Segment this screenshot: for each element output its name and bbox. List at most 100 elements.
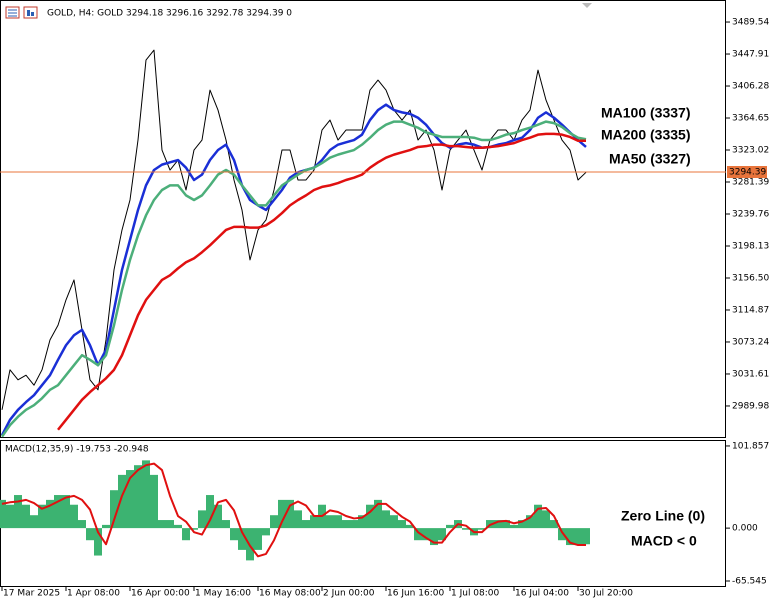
histogram-bar <box>126 470 134 529</box>
series-line <box>0 120 587 438</box>
histogram-bar <box>502 520 510 529</box>
y-tick-label: 3114.87 <box>732 305 769 315</box>
x-tick-label: 1 Jul 08:00 <box>451 589 500 599</box>
histogram-bar <box>542 510 550 529</box>
histogram-bar <box>518 520 526 529</box>
histogram-bar <box>534 504 542 529</box>
histogram-bar <box>38 504 46 529</box>
series-line <box>1 49 587 410</box>
histogram-bar <box>30 515 38 529</box>
histogram-bar <box>238 528 246 550</box>
histogram-bar <box>158 520 166 529</box>
shift-marker[interactable] <box>582 3 592 8</box>
x-tick-label: 16 Jun 16:00 <box>387 589 444 599</box>
current-price-label: 3294.39 <box>729 168 766 178</box>
histogram-bar <box>118 474 126 529</box>
histogram-bar <box>494 520 502 529</box>
histogram-bar <box>326 515 334 529</box>
histogram-bar <box>6 504 14 529</box>
y-tick-label: 3281.39 <box>732 178 769 188</box>
histogram-bar <box>446 524 454 529</box>
histogram-bar <box>294 510 302 529</box>
icon-bar <box>31 12 34 16</box>
histogram-bar <box>302 520 310 529</box>
histogram-bar <box>358 515 366 529</box>
y-tick-label: 3198.13 <box>732 241 769 251</box>
y-tick-label: 101.857 <box>732 441 769 451</box>
histogram-bar <box>438 528 446 541</box>
histogram-bar <box>190 528 198 530</box>
annotation: Zero Line (0) <box>621 508 705 524</box>
histogram-bar <box>558 528 566 541</box>
icon-bar <box>27 10 30 16</box>
histogram-bar <box>366 504 374 529</box>
signal-line <box>1 462 586 558</box>
histogram-bar <box>510 524 518 529</box>
histogram-bar <box>198 510 206 529</box>
histogram-bar <box>134 465 142 529</box>
histogram-bar <box>278 499 286 529</box>
annotation: MA100 (3337) <box>601 105 691 121</box>
histogram-bar <box>350 520 358 529</box>
histogram-bar <box>62 495 70 529</box>
toolbar-icons[interactable] <box>5 6 38 19</box>
histogram-bar <box>0 499 6 529</box>
histogram-bar <box>334 515 342 529</box>
histogram-bar <box>206 495 214 529</box>
histogram-bar <box>222 520 230 529</box>
histogram-bar <box>94 528 102 556</box>
histogram-bar <box>46 499 54 529</box>
histogram-bar <box>166 520 174 529</box>
annotation: MACD < 0 <box>631 533 697 549</box>
chart-header: GOLD, H4: GOLD 3294.18 3296.16 3292.78 3… <box>47 9 292 19</box>
histogram-bar <box>526 515 534 529</box>
histogram-bar <box>182 528 190 541</box>
y-tick-label: -65.545 <box>732 576 767 586</box>
histogram-bar <box>374 499 382 529</box>
histogram-bar <box>430 528 438 546</box>
histogram-bar <box>110 490 118 529</box>
histogram-bar <box>254 528 262 550</box>
histogram-bar <box>262 528 270 536</box>
y-tick-label: 3156.50 <box>732 273 769 283</box>
histogram-bar <box>406 524 414 529</box>
histogram-bar <box>382 510 390 529</box>
icon-chart[interactable] <box>23 6 38 19</box>
y-tick-label: 3447.91 <box>732 50 769 60</box>
x-tick-label: 17 Mar 2025 <box>3 589 60 599</box>
y-tick-label: 3406.28 <box>732 82 769 92</box>
y-tick-label: 3323.02 <box>732 146 769 156</box>
histogram-bar <box>462 528 470 530</box>
annotation: MA50 (3327) <box>609 151 691 167</box>
histogram-bar <box>270 515 278 529</box>
histogram-bar <box>550 520 558 529</box>
histogram-bar <box>142 460 150 529</box>
histogram-bar <box>478 528 486 530</box>
y-tick-label: 3031.61 <box>732 369 769 379</box>
y-tick-label: 0.000 <box>732 524 758 534</box>
histogram-bar <box>54 495 62 529</box>
x-tick-label: 30 Jul 20:00 <box>579 589 633 599</box>
histogram-bar <box>286 499 294 529</box>
x-tick-label: 16 Jul 04:00 <box>515 589 569 599</box>
y-tick-label: 3364.65 <box>732 114 769 124</box>
current-price-box <box>727 166 767 179</box>
histogram-bar <box>14 495 22 529</box>
histogram-bar <box>582 528 590 545</box>
annotation: MA200 (3335) <box>601 127 691 143</box>
histogram-bar <box>22 504 30 529</box>
x-tick-label: 2 Jun 00:00 <box>323 589 375 599</box>
histogram-bar <box>414 528 422 541</box>
histogram-bar <box>574 528 582 546</box>
y-tick-label: 3489.54 <box>732 18 769 28</box>
x-tick-label: 16 Apr 00:00 <box>131 589 190 599</box>
histogram-bar <box>214 504 222 529</box>
main-frame <box>0 0 726 438</box>
histogram-bar <box>102 524 110 529</box>
histogram-bar <box>398 520 406 529</box>
histogram-bar <box>310 515 318 529</box>
histogram-bar <box>174 524 182 529</box>
histogram-bar <box>150 474 158 529</box>
histogram-bar <box>230 528 238 541</box>
histogram-bar <box>70 504 78 529</box>
